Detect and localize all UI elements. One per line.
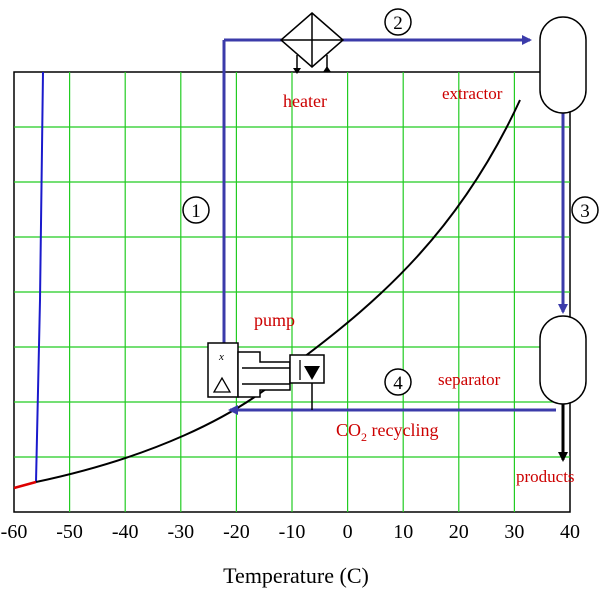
- extractor-vessel: [539, 16, 587, 114]
- sublimation-line: [35, 71, 44, 483]
- x-tick-label: -20: [223, 521, 250, 543]
- x-tick-label: -10: [279, 521, 306, 543]
- pump-symbol: x: [218, 351, 224, 363]
- step-circle-4: [384, 368, 412, 396]
- triple-point-marker: [13, 480, 37, 490]
- co2-recycling-label: CO2 recycling: [336, 420, 438, 444]
- products-label: products: [516, 467, 575, 486]
- step-circle-1: [182, 196, 210, 224]
- separator-vessel: [539, 315, 587, 405]
- heater-label: heater: [283, 91, 327, 111]
- x-tick-label: -60: [1, 521, 28, 543]
- x-tick-label: 30: [504, 521, 524, 543]
- x-tick-label: 20: [449, 521, 469, 543]
- step-circle-2: [384, 8, 412, 36]
- x-tick-label: 10: [393, 521, 413, 543]
- step-number-4: 4: [393, 373, 403, 394]
- x-tick-label: -50: [56, 521, 83, 543]
- x-tick-label: -30: [167, 521, 194, 543]
- co2-subscript: 2: [361, 430, 367, 444]
- co2-suffix: recycling: [367, 420, 438, 440]
- heater-icon: [279, 12, 345, 74]
- step-number-2: 2: [393, 13, 403, 34]
- pump-icon: x: [207, 342, 325, 410]
- pump-label: pump: [254, 310, 295, 330]
- separator-label: separator: [438, 370, 501, 389]
- step-number-1: 1: [191, 201, 201, 222]
- x-tick-label: 0: [343, 521, 353, 543]
- extractor-label: extractor: [442, 84, 503, 103]
- grid: [14, 72, 570, 512]
- x-axis-ticks: -60 -50 -40 -30 -20 -10 0 10 20 30 40: [1, 521, 580, 543]
- x-tick-label: 40: [560, 521, 580, 543]
- x-axis-label: Temperature (C): [223, 563, 369, 588]
- step-circle-3: [571, 196, 599, 224]
- step-number-3: 3: [580, 201, 590, 222]
- co2-prefix: CO: [336, 420, 361, 440]
- x-tick-label: -40: [112, 521, 139, 543]
